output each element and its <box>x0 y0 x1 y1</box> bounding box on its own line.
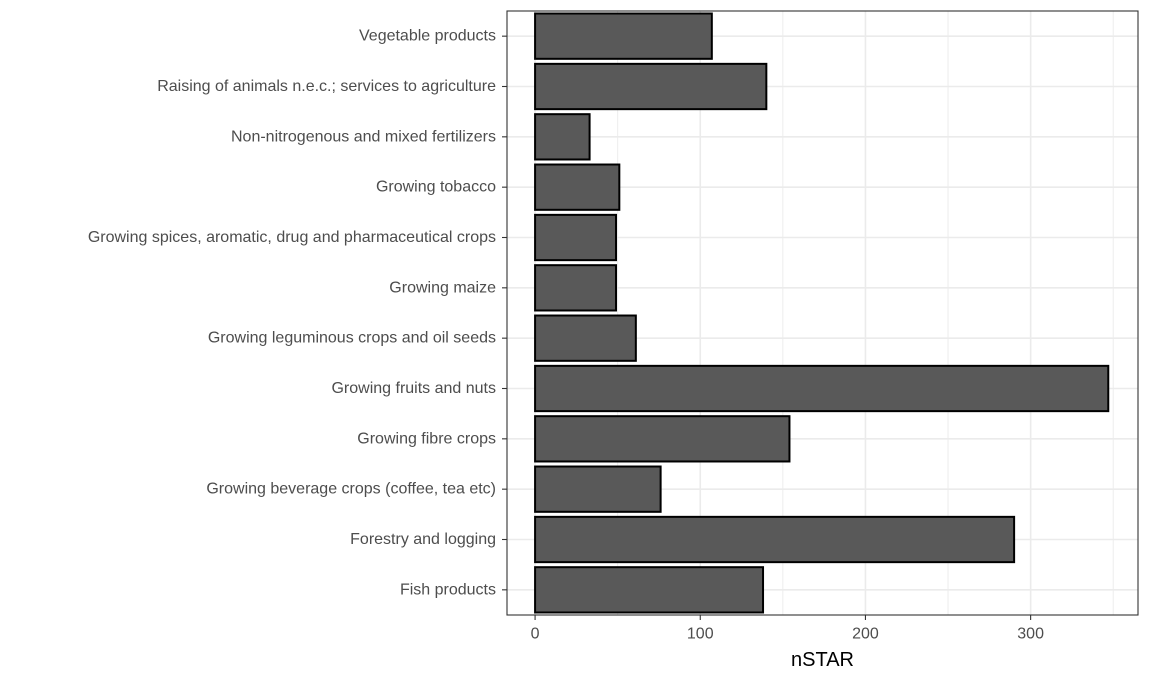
bar <box>534 163 621 211</box>
bar <box>534 213 618 262</box>
x-tick-label: 100 <box>687 626 714 643</box>
y-tick-label: Growing spices, aromatic, drug and pharm… <box>88 229 496 246</box>
bar <box>534 415 791 463</box>
bar <box>534 515 1016 564</box>
y-tick-label: Forestry and logging <box>350 531 496 548</box>
y-tick-label: Fish products <box>400 581 496 598</box>
y-tick-label: Growing tobacco <box>376 179 496 196</box>
y-tick-label: Growing fibre crops <box>357 430 496 447</box>
bar <box>534 264 618 312</box>
y-tick-label: Growing leguminous crops and oil seeds <box>208 330 496 347</box>
bar <box>534 12 713 60</box>
y-tick-label: Growing beverage crops (coffee, tea etc) <box>206 481 496 498</box>
bar <box>534 364 1110 413</box>
bars <box>534 12 1110 614</box>
y-tick-label: Non-nitrogenous and mixed fertilizers <box>231 128 496 145</box>
y-tick-label: Growing fruits and nuts <box>331 380 496 397</box>
bar <box>534 566 765 614</box>
x-axis-title: nSTAR <box>791 649 854 671</box>
y-tick-label: Growing maize <box>389 279 496 296</box>
x-tick-label: 300 <box>1017 626 1044 643</box>
bar <box>534 465 662 513</box>
y-axis: Vegetable products Raising of animals n.e… <box>88 28 507 598</box>
bar <box>534 113 591 161</box>
x-tick-label: 200 <box>852 626 879 643</box>
x-axis: 0 100 200 300 <box>531 615 1044 643</box>
bar <box>534 62 768 111</box>
panel-border <box>506 10 1139 616</box>
y-tick-label: Raising of animals n.e.c.; services to a… <box>157 78 496 95</box>
bar <box>534 314 637 362</box>
x-tick-label: 0 <box>531 626 540 643</box>
y-tick-label: Vegetable products <box>359 28 496 45</box>
